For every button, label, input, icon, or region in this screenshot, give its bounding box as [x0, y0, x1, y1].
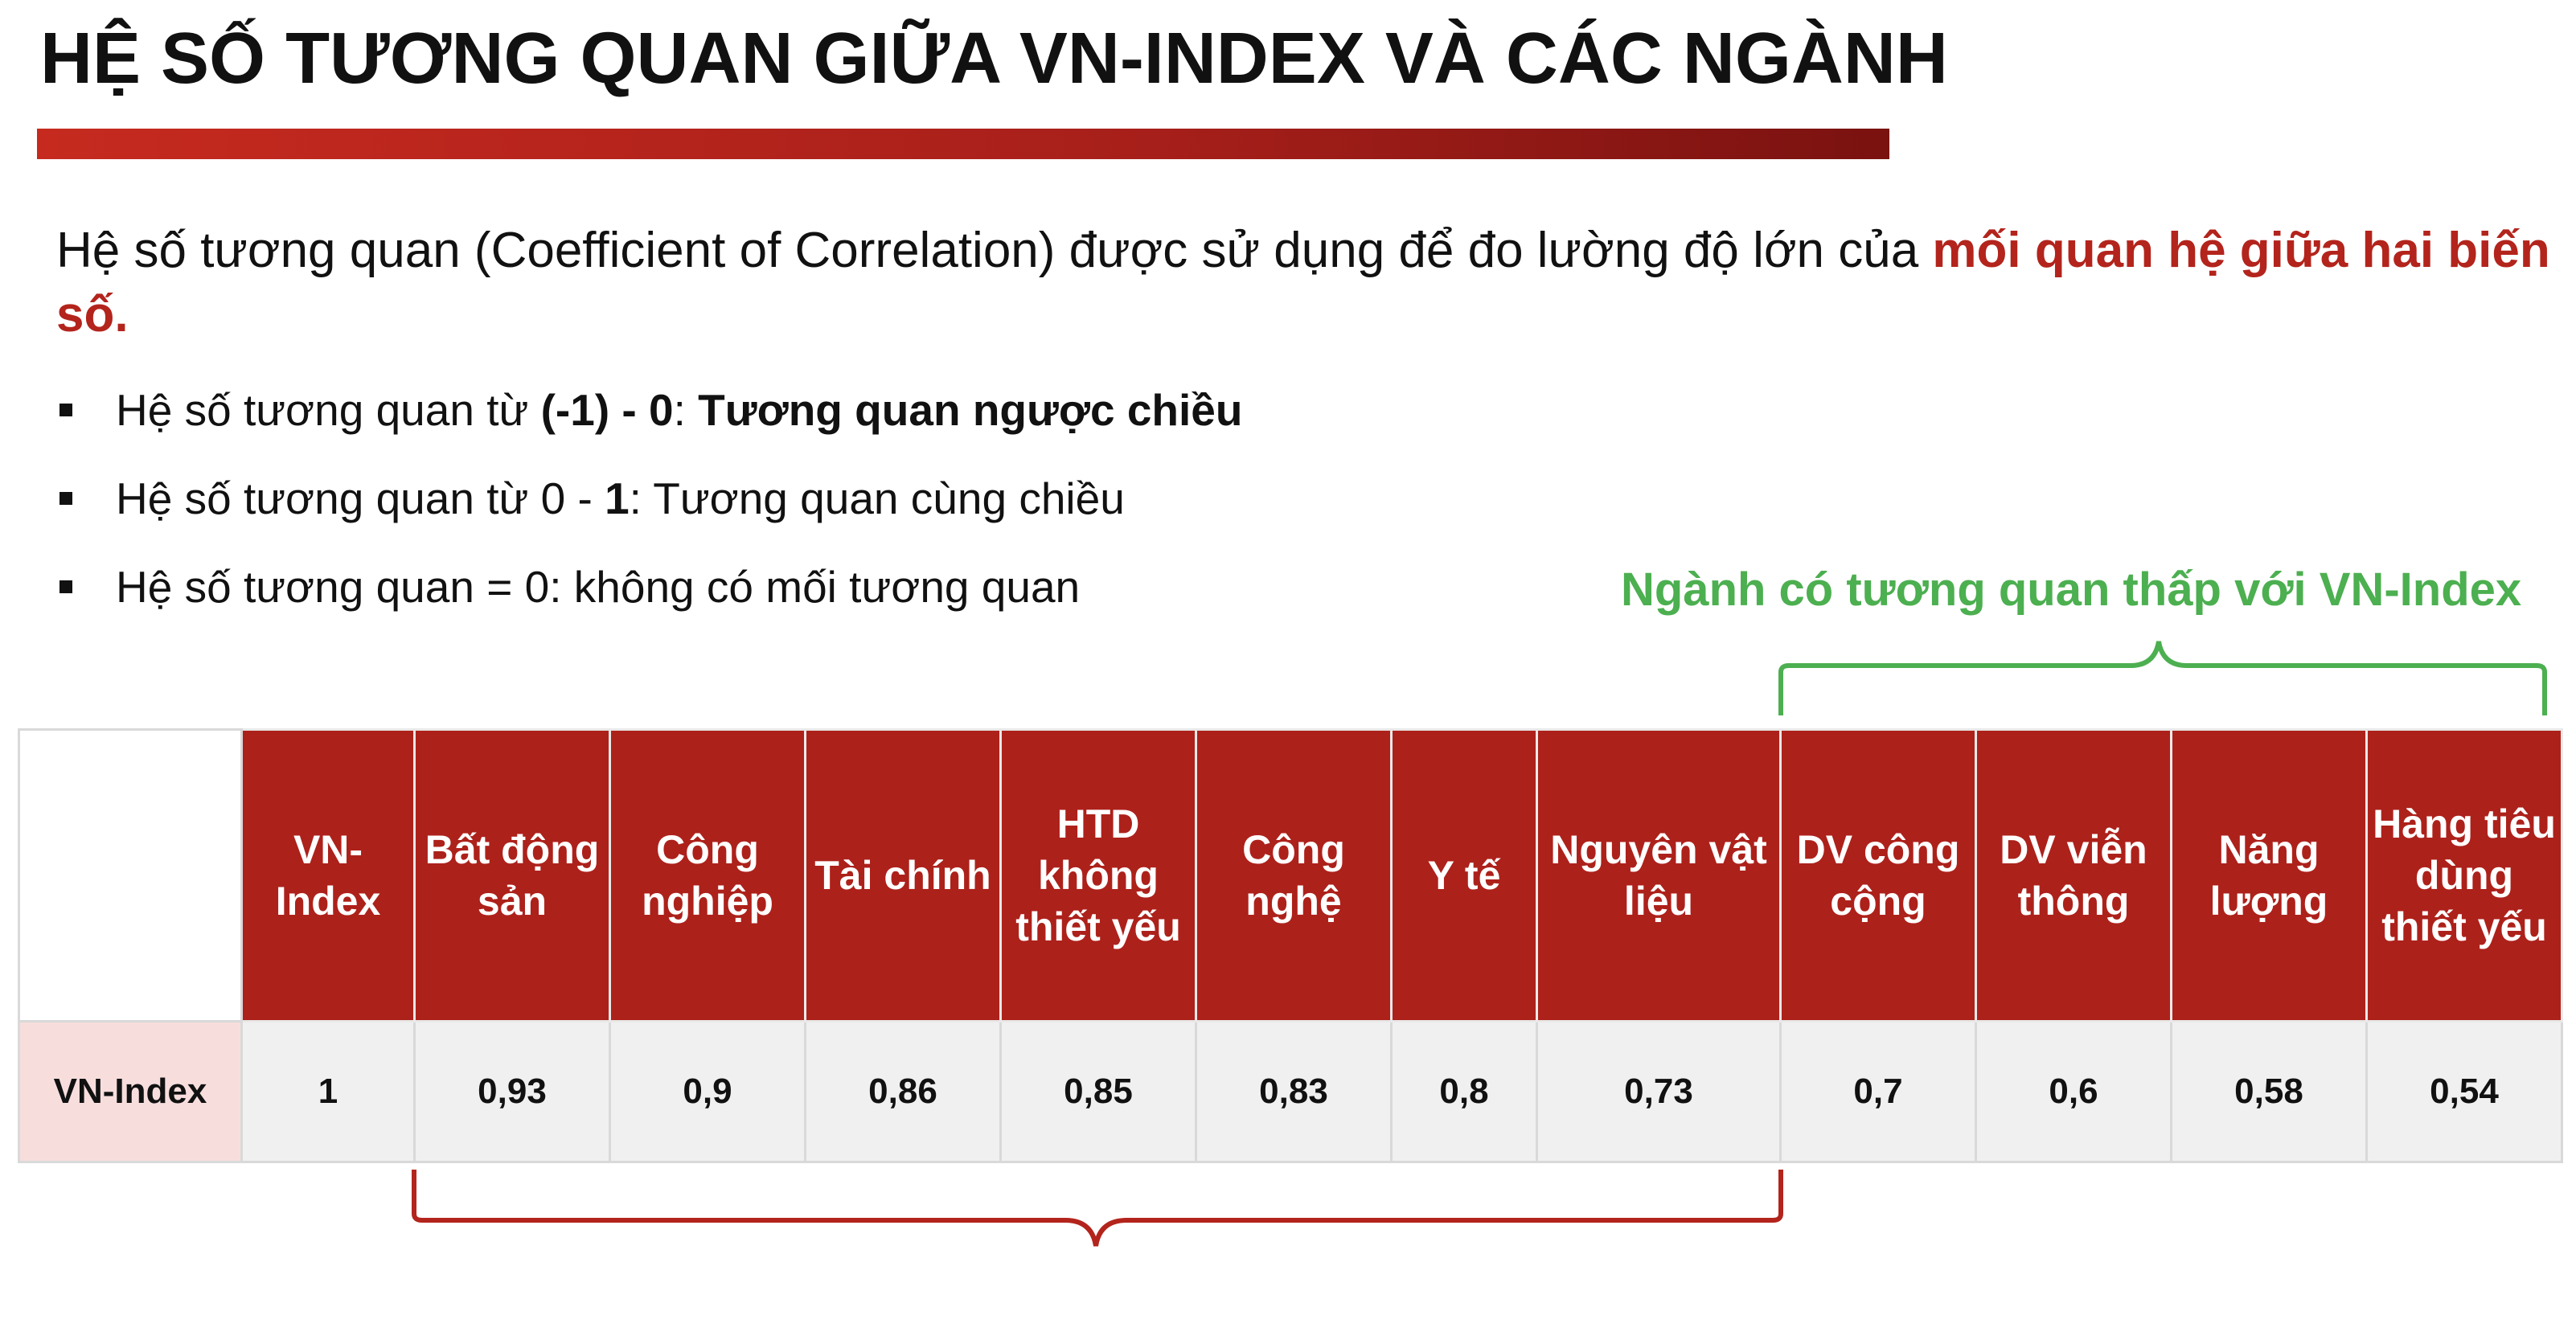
table-cell: 0,86 — [804, 1020, 1002, 1163]
bullet-meaning: : Tương quan cùng chiều — [629, 473, 1125, 523]
bullet-prefix: Hệ số tương quan từ — [116, 385, 541, 435]
square-bullet-icon — [59, 492, 72, 505]
row-header-cell: VN-Index — [18, 1020, 243, 1163]
bullet-negative-correlation: Hệ số tương quan từ (-1) - 0: Tương quan… — [56, 378, 1242, 466]
intro-highlight: mối quan hệ giữa hai biến số. — [56, 223, 2550, 342]
column-header: Năng lượng — [2170, 728, 2368, 1022]
column-header: Y tế — [1390, 728, 1538, 1022]
table-cell: 0,8 — [1390, 1020, 1538, 1163]
bullet-prefix: Hệ số tương quan từ 0 - — [116, 473, 605, 523]
table-cell: 0,85 — [999, 1020, 1197, 1163]
bullet-range: 1 — [605, 473, 630, 523]
correlation-table: VN-Index Bất động sản Công nghiệp Tài ch… — [18, 728, 2563, 1163]
column-header: VN-Index — [240, 728, 416, 1022]
square-bullet-icon — [59, 580, 72, 593]
column-header: HTD không thiết yếu — [999, 728, 1197, 1022]
column-header: Công nghệ — [1195, 728, 1393, 1022]
table-cell: 0,58 — [2170, 1020, 2368, 1163]
table-corner-cell — [18, 728, 243, 1022]
bullet-range: (-1) - 0 — [540, 385, 674, 435]
table-cell: 0,73 — [1536, 1020, 1782, 1163]
table-cell: 0,6 — [1975, 1020, 2172, 1163]
table-row: VN-Index 1 0,93 0,9 0,86 0,85 0,83 0,8 0… — [18, 1020, 2563, 1163]
bullet-positive-correlation: Hệ số tương quan từ 0 - 1: Tương quan cù… — [56, 466, 1242, 555]
column-header: DV viễn thông — [1975, 728, 2172, 1022]
column-header: DV công cộng — [1779, 728, 1977, 1022]
table-cell: 0,9 — [609, 1020, 806, 1163]
column-header: Tài chính — [804, 728, 1002, 1022]
bullet-no-correlation: Hệ số tương quan = 0: không có mối tương… — [56, 555, 1242, 643]
square-bullet-icon — [59, 404, 72, 416]
column-header: Hàng tiêu dùng thiết yếu — [2365, 728, 2563, 1022]
bullet-meaning: Tương quan ngược chiều — [698, 385, 1243, 435]
low-group-brace-icon — [1778, 641, 2547, 715]
table-cell: 0,7 — [1779, 1020, 1977, 1163]
intro-paragraph: Hệ số tương quan (Coefficient of Correla… — [56, 219, 2565, 347]
table-cell: 0,54 — [2365, 1020, 2563, 1163]
low-correlation-group-label: Ngành có tương quan thấp với VN-Index — [1621, 563, 2522, 616]
table-header-row: VN-Index Bất động sản Công nghiệp Tài ch… — [18, 728, 2563, 1022]
high-group-brace-icon — [412, 1170, 1783, 1247]
intro-text: Hệ số tương quan (Coefficient of Correla… — [56, 223, 1933, 278]
page-title: HỆ SỐ TƯƠNG QUAN GIỮA VN-INDEX VÀ CÁC NG… — [40, 18, 1948, 99]
table-cell: 0,83 — [1195, 1020, 1393, 1163]
column-header: Bất động sản — [413, 728, 611, 1022]
column-header: Nguyên vật liệu — [1536, 728, 1782, 1022]
bullet-separator: : — [673, 385, 699, 435]
bullet-text: Hệ số tương quan = 0: không có mối tương… — [116, 562, 1081, 612]
table-cell: 0,93 — [413, 1020, 611, 1163]
definition-bullet-list: Hệ số tương quan từ (-1) - 0: Tương quan… — [56, 378, 1242, 643]
column-header: Công nghiệp — [609, 728, 806, 1022]
title-underline-bar — [37, 129, 1889, 159]
table-cell: 1 — [240, 1020, 416, 1163]
